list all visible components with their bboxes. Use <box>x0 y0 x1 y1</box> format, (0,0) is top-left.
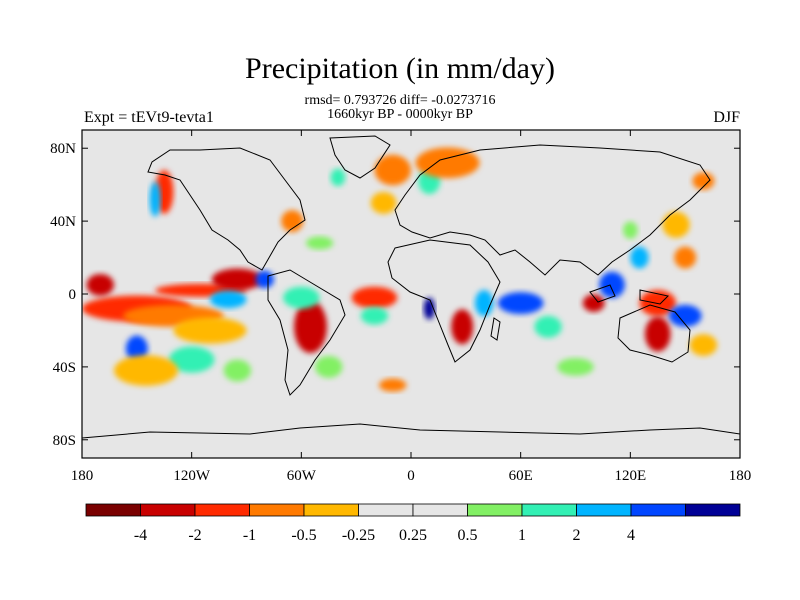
anomaly-region <box>360 307 389 325</box>
coast-eurasia <box>394 144 711 276</box>
anomaly-region <box>281 210 304 233</box>
colorbar-swatch <box>249 503 305 517</box>
colorbar-label: 2 <box>573 527 581 544</box>
anomaly-region <box>582 294 605 312</box>
colorbar-swatch <box>412 503 468 517</box>
anomaly-region <box>86 273 114 296</box>
anomaly-region <box>692 172 715 190</box>
colorbar-label: 1 <box>518 527 526 544</box>
coast-australia <box>617 304 691 363</box>
anomaly-region <box>644 316 671 352</box>
coast-north-america <box>147 147 306 271</box>
anomaly-region <box>630 246 649 269</box>
x-tick-label: 120E <box>614 468 646 484</box>
colorbar-label: -4 <box>134 527 147 544</box>
anomaly-region <box>379 378 407 392</box>
anomaly-region <box>125 335 148 362</box>
colorbar-swatch <box>576 503 632 517</box>
colorbar-label: 0.25 <box>399 527 427 544</box>
anomaly-region <box>374 154 411 186</box>
anomaly-region <box>223 359 252 382</box>
anomaly-region <box>305 236 334 250</box>
colorbar-swatch <box>358 503 414 517</box>
anomaly-region <box>674 246 697 269</box>
anomaly-region <box>315 355 343 378</box>
anomaly-region <box>149 181 161 217</box>
colorbar-label: -0.25 <box>342 527 375 544</box>
coast-madagascar <box>490 317 501 341</box>
anomaly-region <box>370 191 397 214</box>
anomaly-region <box>497 292 544 315</box>
coast-antarctica <box>82 423 740 439</box>
anomaly-region <box>255 270 274 289</box>
axis-ticks: 80N 40N 0 40S 80S 180 120W 60W 0 60E 120E 180 <box>50 130 751 484</box>
x-tick-label: 180 <box>71 468 94 484</box>
stats-rmsd-diff: rmsd= 0.793726 diff= -0.0273716 <box>304 93 496 108</box>
y-tick-label: 0 <box>69 287 77 303</box>
anomaly-region <box>668 304 702 327</box>
stats-block: rmsd= 0.793726 diff= -0.0273716 1660kyr … <box>0 94 800 122</box>
colorbar-swatch <box>303 503 359 517</box>
anomaly-region <box>599 271 625 299</box>
coast-borneo <box>589 284 616 303</box>
anomaly-region <box>113 355 178 386</box>
colorbar-label: -2 <box>188 527 201 544</box>
colorbar-swatch <box>194 503 250 517</box>
y-tick-label: 80N <box>50 141 76 157</box>
anomaly-region <box>557 358 594 376</box>
colorbar-label: -1 <box>243 527 256 544</box>
colorbar-label: 4 <box>627 527 635 544</box>
x-tick-label: 60W <box>287 468 317 484</box>
colorbar-label: -0.5 <box>291 527 316 544</box>
x-tick-label: 180 <box>729 468 752 484</box>
colorbar-swatch <box>630 503 686 517</box>
coast-south-america <box>267 269 346 396</box>
x-tick-label: 120W <box>173 468 211 484</box>
experiment-label: Expt = tEVt9-tevta1 <box>84 109 214 126</box>
anomaly-region <box>209 290 247 309</box>
anomaly-region <box>415 147 480 179</box>
colorbar: -4 -2 -1 -0.5 -0.25 0.25 0.5 1 2 4 <box>85 503 741 544</box>
colorbar-swatch <box>467 503 523 517</box>
x-tick-label: 60E <box>509 468 533 484</box>
y-tick-label: 40N <box>50 214 76 230</box>
stats-period: 1660kyr BP - 0000kyr BP <box>327 107 473 122</box>
chart-title: Precipitation (in mm/day) <box>245 52 555 85</box>
anomaly-region <box>623 221 638 239</box>
anomaly-region <box>283 286 320 309</box>
anomaly-region <box>474 289 494 317</box>
anomaly-region <box>211 268 263 291</box>
anomaly-region <box>330 168 346 187</box>
anomaly-region <box>423 297 435 320</box>
y-tick-label: 40S <box>53 360 76 376</box>
anomaly-region <box>351 286 398 309</box>
x-tick-label: 0 <box>407 468 415 484</box>
anomaly-region <box>534 315 562 338</box>
colorbar-swatch <box>140 503 196 517</box>
anomaly-region <box>168 346 215 373</box>
anomaly-regions <box>82 147 718 392</box>
coast-africa <box>387 239 501 363</box>
colorbar-label: 0.5 <box>458 527 478 544</box>
colorbar-swatch <box>85 503 141 517</box>
anomaly-region <box>294 300 327 354</box>
coast-new-guinea <box>639 289 670 305</box>
colorbar-swatch <box>685 503 741 517</box>
coastlines <box>82 135 740 439</box>
y-tick-label: 80S <box>53 433 76 449</box>
anomaly-region <box>173 317 247 344</box>
anomaly-region <box>662 211 690 238</box>
colorbar-swatch <box>521 503 577 517</box>
season-label: DJF <box>713 109 740 126</box>
coast-greenland <box>329 135 391 179</box>
anomaly-region <box>689 334 718 356</box>
anomaly-region <box>451 309 474 345</box>
